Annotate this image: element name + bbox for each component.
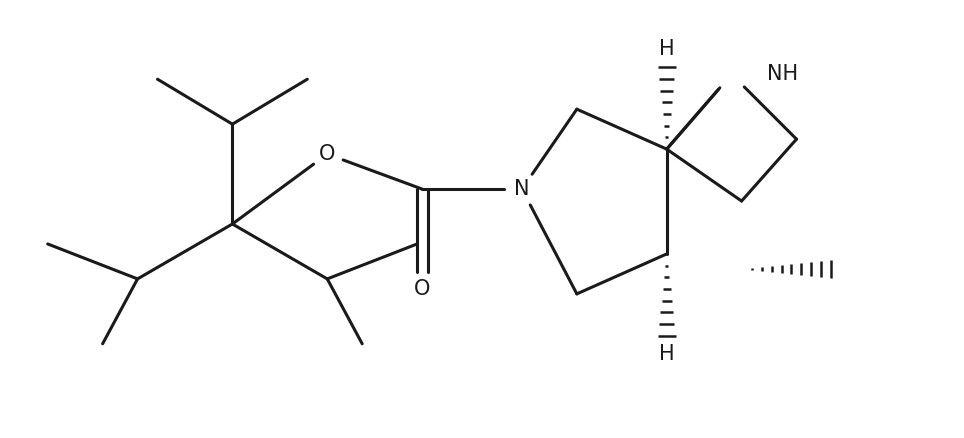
Text: NH: NH [766, 64, 797, 84]
Text: H: H [658, 344, 675, 364]
Text: O: O [319, 144, 335, 164]
Text: O: O [414, 279, 430, 299]
Text: H: H [658, 39, 675, 59]
Text: N: N [514, 179, 529, 199]
